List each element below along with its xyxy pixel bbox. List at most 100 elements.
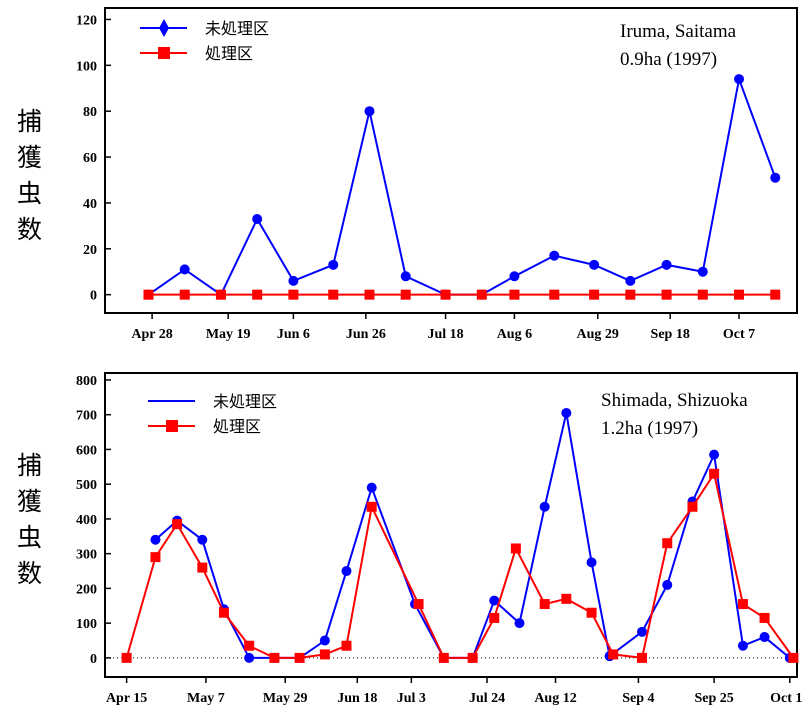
data-point (589, 259, 600, 270)
x-tick-label: Apr 28 (131, 327, 172, 342)
data-point (561, 593, 572, 604)
data-point (586, 607, 597, 618)
x-tick-label: Sep 4 (622, 691, 654, 706)
panel-2: 0 100 200 300 400 500 600 700 800 Apr 15 May 7 May … (14, 372, 802, 706)
data-point (662, 579, 673, 590)
data-point (364, 289, 375, 300)
data-point (687, 501, 698, 512)
data-point (476, 289, 487, 300)
data-point (586, 557, 597, 568)
x-tick-label: Sep 25 (694, 691, 733, 706)
data-point (197, 562, 208, 573)
data-point (288, 289, 299, 300)
data-point (662, 538, 673, 549)
data-point (737, 599, 748, 610)
legend-label: 未処理区 (213, 392, 277, 411)
site-annotation: 0.9ha (1997) (620, 49, 717, 70)
data-point (319, 635, 330, 646)
x-tick-label: Sep 18 (651, 327, 690, 342)
data-point (121, 652, 132, 663)
y-tick-label: 600 (76, 443, 97, 458)
x-tick-label: Aug 29 (577, 327, 619, 342)
data-point (364, 106, 375, 117)
data-point (709, 468, 720, 479)
x-tick-label: Aug 6 (497, 327, 532, 342)
data-point (637, 626, 648, 637)
data-point (737, 640, 748, 651)
data-point (341, 566, 352, 577)
data-point (252, 289, 263, 300)
x-tick-label: May 29 (263, 691, 308, 706)
site-annotation: Shimada, Shizuoka (601, 390, 748, 411)
plot-frame (104, 7, 798, 314)
y-tick-label: 800 (76, 374, 97, 389)
data-point (770, 172, 781, 183)
y-tick-label: 300 (76, 548, 97, 563)
data-point (197, 534, 208, 545)
data-point (413, 599, 424, 610)
data-point (215, 289, 226, 300)
x-tick-label: Jul 24 (469, 691, 505, 706)
data-point (770, 289, 781, 300)
data-point (218, 607, 229, 618)
data-point (625, 289, 636, 300)
data-point (709, 449, 720, 460)
y-tick-label: 200 (76, 582, 97, 597)
data-point (319, 649, 330, 660)
y-tick-label: 100 (76, 617, 97, 632)
data-point (288, 275, 299, 286)
legend-marker (158, 47, 170, 59)
data-point (510, 543, 521, 554)
y-tick-label: 100 (76, 59, 97, 74)
x-tick-label: Oct 16 (770, 691, 802, 706)
series-untreated (150, 407, 795, 663)
legend-marker (166, 420, 178, 432)
y-tick-label: 0 (90, 289, 97, 304)
data-point (143, 289, 154, 300)
x-tick-label: Jul 3 (397, 691, 426, 706)
data-point (539, 501, 550, 512)
series-line (154, 412, 791, 659)
data-point (489, 595, 500, 606)
data-point (661, 259, 672, 270)
data-point (179, 289, 190, 300)
x-tick-label: Oct 7 (723, 327, 755, 342)
data-point (328, 259, 339, 270)
data-point (549, 250, 560, 261)
x-tick-label: Jun 18 (337, 691, 377, 706)
x-tick-label: Apr 15 (106, 691, 147, 706)
legend-label: 処理区 (213, 417, 261, 436)
data-point (509, 289, 520, 300)
data-point (244, 652, 255, 663)
site-annotation: 1.2ha (1997) (601, 418, 698, 439)
data-point (759, 612, 770, 623)
data-point (400, 289, 411, 300)
data-point (328, 289, 339, 300)
data-point (509, 271, 520, 282)
x-tick-label: Aug 12 (534, 691, 576, 706)
legend-label: 処理区 (205, 44, 253, 63)
series-line (147, 75, 777, 297)
data-point (440, 289, 451, 300)
series-untreated (143, 74, 781, 300)
legend-label: 未処理区 (205, 19, 269, 38)
data-point (734, 74, 745, 85)
data-point (549, 289, 560, 300)
data-point (514, 618, 525, 629)
x-tick-label: Jun 6 (277, 327, 310, 342)
panel-1: 0 20 40 60 80 100 120 Apr 28 May 19 Jun 6 Jun 26 Ju… (14, 7, 798, 342)
data-point (734, 289, 745, 300)
y-tick-label: 0 (90, 652, 97, 667)
data-point (179, 264, 190, 275)
plot-frame (104, 372, 798, 678)
data-point (539, 599, 550, 610)
x-tick-label: May 19 (206, 327, 251, 342)
data-point (697, 289, 708, 300)
data-point (150, 552, 161, 563)
data-point (252, 213, 263, 224)
data-point (366, 501, 377, 512)
